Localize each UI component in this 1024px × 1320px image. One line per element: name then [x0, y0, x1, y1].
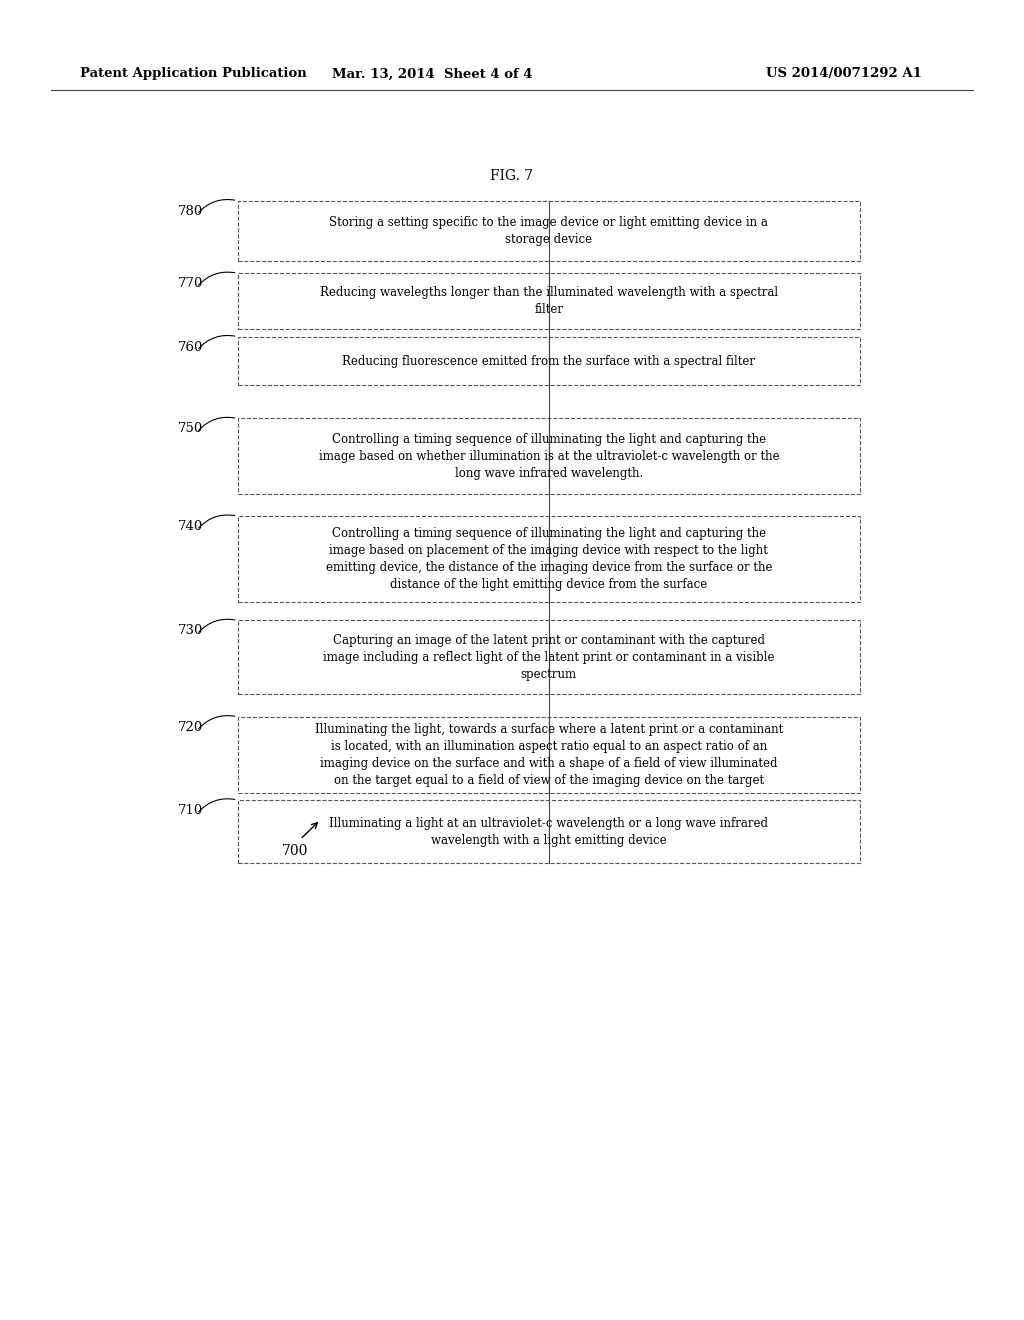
Text: Illuminating a light at an ultraviolet-c wavelength or a long wave infrared
wave: Illuminating a light at an ultraviolet-c… [330, 817, 768, 846]
Text: US 2014/0071292 A1: US 2014/0071292 A1 [766, 67, 922, 81]
Text: Illuminating the light, towards a surface where a latent print or a contaminant
: Illuminating the light, towards a surfac… [314, 723, 783, 787]
Bar [238, 418, 860, 494]
Text: 760: 760 [177, 341, 203, 354]
Text: Reducing wavelegths longer than the illuminated wavelength with a spectral
filte: Reducing wavelegths longer than the illu… [319, 286, 778, 315]
Bar [238, 273, 860, 329]
Text: Reducing fluorescence emitted from the surface with a spectral filter: Reducing fluorescence emitted from the s… [342, 355, 756, 367]
Text: Mar. 13, 2014  Sheet 4 of 4: Mar. 13, 2014 Sheet 4 of 4 [332, 67, 532, 81]
Bar [238, 516, 860, 602]
Text: 770: 770 [177, 277, 203, 290]
Text: Patent Application Publication: Patent Application Publication [80, 67, 306, 81]
Text: 730: 730 [177, 624, 203, 638]
Bar [238, 800, 860, 863]
Text: 720: 720 [177, 721, 203, 734]
Bar [238, 620, 860, 694]
Bar [238, 201, 860, 261]
Text: Controlling a timing sequence of illuminating the light and capturing the
image : Controlling a timing sequence of illumin… [326, 527, 772, 591]
Text: 710: 710 [177, 804, 203, 817]
Text: FIG. 7: FIG. 7 [490, 169, 534, 182]
Text: Capturing an image of the latent print or contaminant with the captured
image in: Capturing an image of the latent print o… [324, 634, 774, 681]
Text: 740: 740 [177, 520, 203, 533]
Text: Storing a setting specific to the image device or light emitting device in a
sto: Storing a setting specific to the image … [330, 216, 768, 246]
Bar [238, 337, 860, 385]
Text: 780: 780 [177, 205, 203, 218]
Bar [238, 717, 860, 793]
Text: Controlling a timing sequence of illuminating the light and capturing the
image : Controlling a timing sequence of illumin… [318, 433, 779, 479]
Text: 700: 700 [282, 845, 308, 858]
Text: 750: 750 [177, 422, 203, 436]
